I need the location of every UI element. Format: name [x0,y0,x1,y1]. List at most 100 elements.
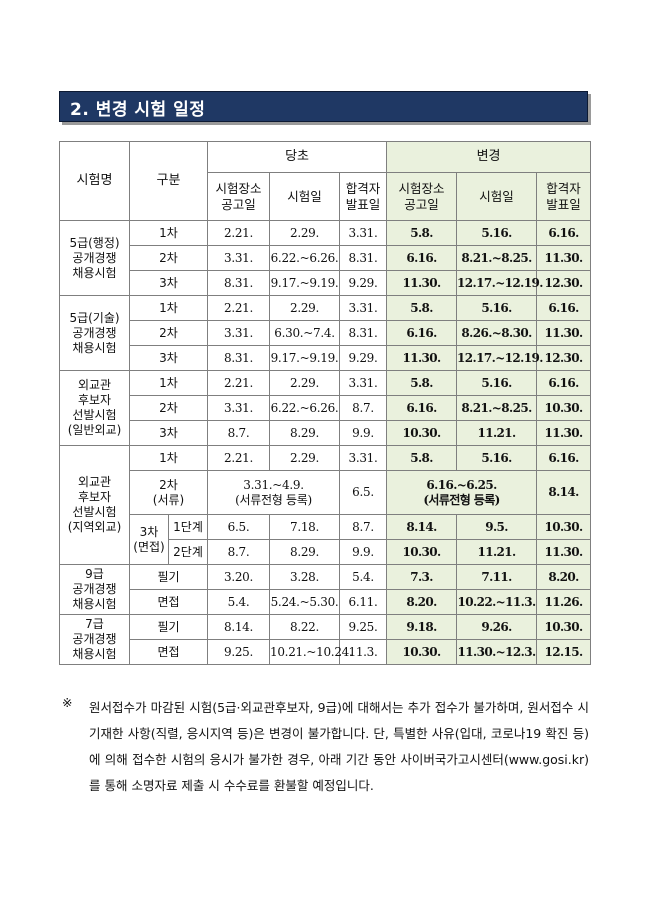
orig-value: 2.21. [207,220,271,246]
changed-value: 5.16. [456,370,538,396]
sub-stage-label: 2단계 [167,539,209,565]
stage-label: 면접 [128,639,209,665]
changed-value: 7.11. [456,564,538,590]
header-orig-result-date: 합격자 발표일 [339,172,388,221]
orig-value: 5.24.~5.30. [269,589,341,615]
orig-value: 11.3. [339,639,388,665]
orig-value: 3.20. [207,564,271,590]
orig-value: 9.29. [339,345,388,371]
changed-value: 11.30. [536,539,592,565]
changed-value: 5.16. [456,220,538,246]
changed-value: 9.5. [456,514,538,540]
changed-value: 6.16. [386,245,458,271]
header-chg-venue-notice: 시험장소 공고일 [386,172,458,221]
orig-value: 2.29. [269,370,341,396]
orig-value: 8.29. [269,539,341,565]
stage-label: 2차 (서류) [128,470,209,515]
orig-value: 3.31. [207,320,271,346]
stage-label: 3차 (면접) [129,514,169,565]
stage-label: 필기 [128,614,209,640]
stage-label: 3차 [128,345,209,371]
changed-value: 11.30. [536,420,592,446]
stage-label: 면접 [128,589,209,615]
table-row: 3차 8.31. 9.17.~9.19. 9.29. 11.30. 12.17.~12.1… [60,270,592,296]
orig-value: 3.31. [339,370,388,396]
table-row: 시험장소 공고일 시험일 합격자 발표일 시험장소 공고일 시험일 합격자 발표일 [60,172,592,221]
exam-name: 외교관 후보자 선발시험 (지역외교) [59,445,130,565]
orig-value: 9.9. [339,420,388,446]
orig-value: 8.7. [339,395,388,421]
changed-value: 6.16. [386,320,458,346]
exam-name: 5급(행정) 공개경쟁 채용시험 [59,220,130,296]
header-chg-result-date: 합격자 발표일 [536,172,592,221]
changed-value: 8.20. [536,564,592,590]
changed-value: 10.30. [536,395,592,421]
table-row: 9급 공개경쟁 채용시험 필기 3.20. 3.28. 5.4. 7.3. 7.11. 8.2… [59,564,592,615]
orig-value: 8.14. [207,614,271,640]
orig-value: 2.21. [207,370,271,396]
changed-value: 11.21. [456,420,538,446]
orig-value: 9.17.~9.19. [269,345,341,371]
orig-value: 3.28. [269,564,341,590]
orig-value: 8.31. [339,320,388,346]
orig-value: 3.31. [339,220,388,246]
header-changed: 변경 [386,141,592,173]
changed-value: 8.21.~8.25. [456,395,538,421]
section-title: 2. 변경 시험 일정 [70,100,206,120]
orig-value: 9.25. [207,639,271,665]
orig-value: 9.25. [339,614,388,640]
orig-value: 6.11. [339,589,388,615]
stage-label: 1차 [128,295,209,321]
changed-value: 7.3. [386,564,458,590]
changed-value: 11.30. [536,245,592,271]
changed-value: 6.16. [536,220,592,246]
stage-label: 필기 [128,564,209,590]
table-row: 면접 9.25. 10.21.~10.24. 11.3. 10.30. 11.30.~12… [60,639,592,665]
table-row: 5급(행정) 공개경쟁 채용시험 1차 2.21. 2.29. 3.31. 5.8. 5.1… [59,220,592,296]
stage-label: 3차 [128,420,209,446]
changed-value: 11.30. [536,320,592,346]
changed-value: 6.16. [536,445,592,471]
orig-value: 9.9. [339,539,388,565]
orig-value: 8.31. [207,270,271,296]
orig-value: 8.7. [207,420,271,446]
orig-value: 2.21. [207,295,271,321]
changed-value: 10.22.~11.3. [456,589,538,615]
stage-label: 3차 [128,270,209,296]
changed-value: 10.30. [386,639,458,665]
table-row: 3차 8.31. 9.17.~9.19. 9.29. 11.30. 12.17.~12.1… [60,345,592,371]
changed-value: 8.14. [536,470,592,515]
changed-value: 12.30. [536,270,592,296]
changed-value: 12.17.~12.19. [456,270,543,296]
changed-value: 10.30. [386,420,458,446]
orig-value: 7.18. [269,514,341,540]
orig-value: 3.31. [207,395,271,421]
orig-value: 8.7. [339,514,388,540]
changed-value: 11.21. [456,539,538,565]
table-row: 면접 5.4. 5.24.~5.30. 6.11. 8.20. 10.22.~11.3. 1… [60,589,592,615]
exam-name: 5급(기술) 공개경쟁 채용시험 [59,295,130,371]
orig-merged-value: 3.31.~4.9. (서류전형 등록) [207,470,341,515]
changed-value: 12.30. [536,345,592,371]
orig-value: 8.31. [207,345,271,371]
orig-value: 3.31. [339,445,388,471]
orig-value: 8.22. [269,614,341,640]
stage-label: 1차 [128,220,209,246]
sub-stage-label: 1단계 [167,514,209,540]
changed-value: 11.30.~12.3. [456,639,538,665]
orig-value: 2.29. [269,220,341,246]
orig-value: 8.7. [207,539,271,565]
changed-value: 5.8. [386,370,458,396]
header-orig-venue-notice: 시험장소 공고일 [207,172,271,221]
table-row: 2차 3.31. 6.22.~6.26. 8.31. 6.16. 8.21.~8.25. 1… [60,245,592,271]
orig-value: 6.30.~7.4. [269,320,341,346]
exam-name: 9급 공개경쟁 채용시험 [59,564,130,615]
changed-value: 8.14. [386,514,458,540]
orig-value: 3.31. [207,245,271,271]
header-exam-name: 시험명 [59,141,130,221]
changed-value: 8.26.~8.30. [456,320,538,346]
orig-value: 8.31. [339,245,388,271]
changed-value: 5.8. [386,220,458,246]
orig-value: 6.22.~6.26. [269,245,341,271]
header-original: 당초 [207,141,388,173]
